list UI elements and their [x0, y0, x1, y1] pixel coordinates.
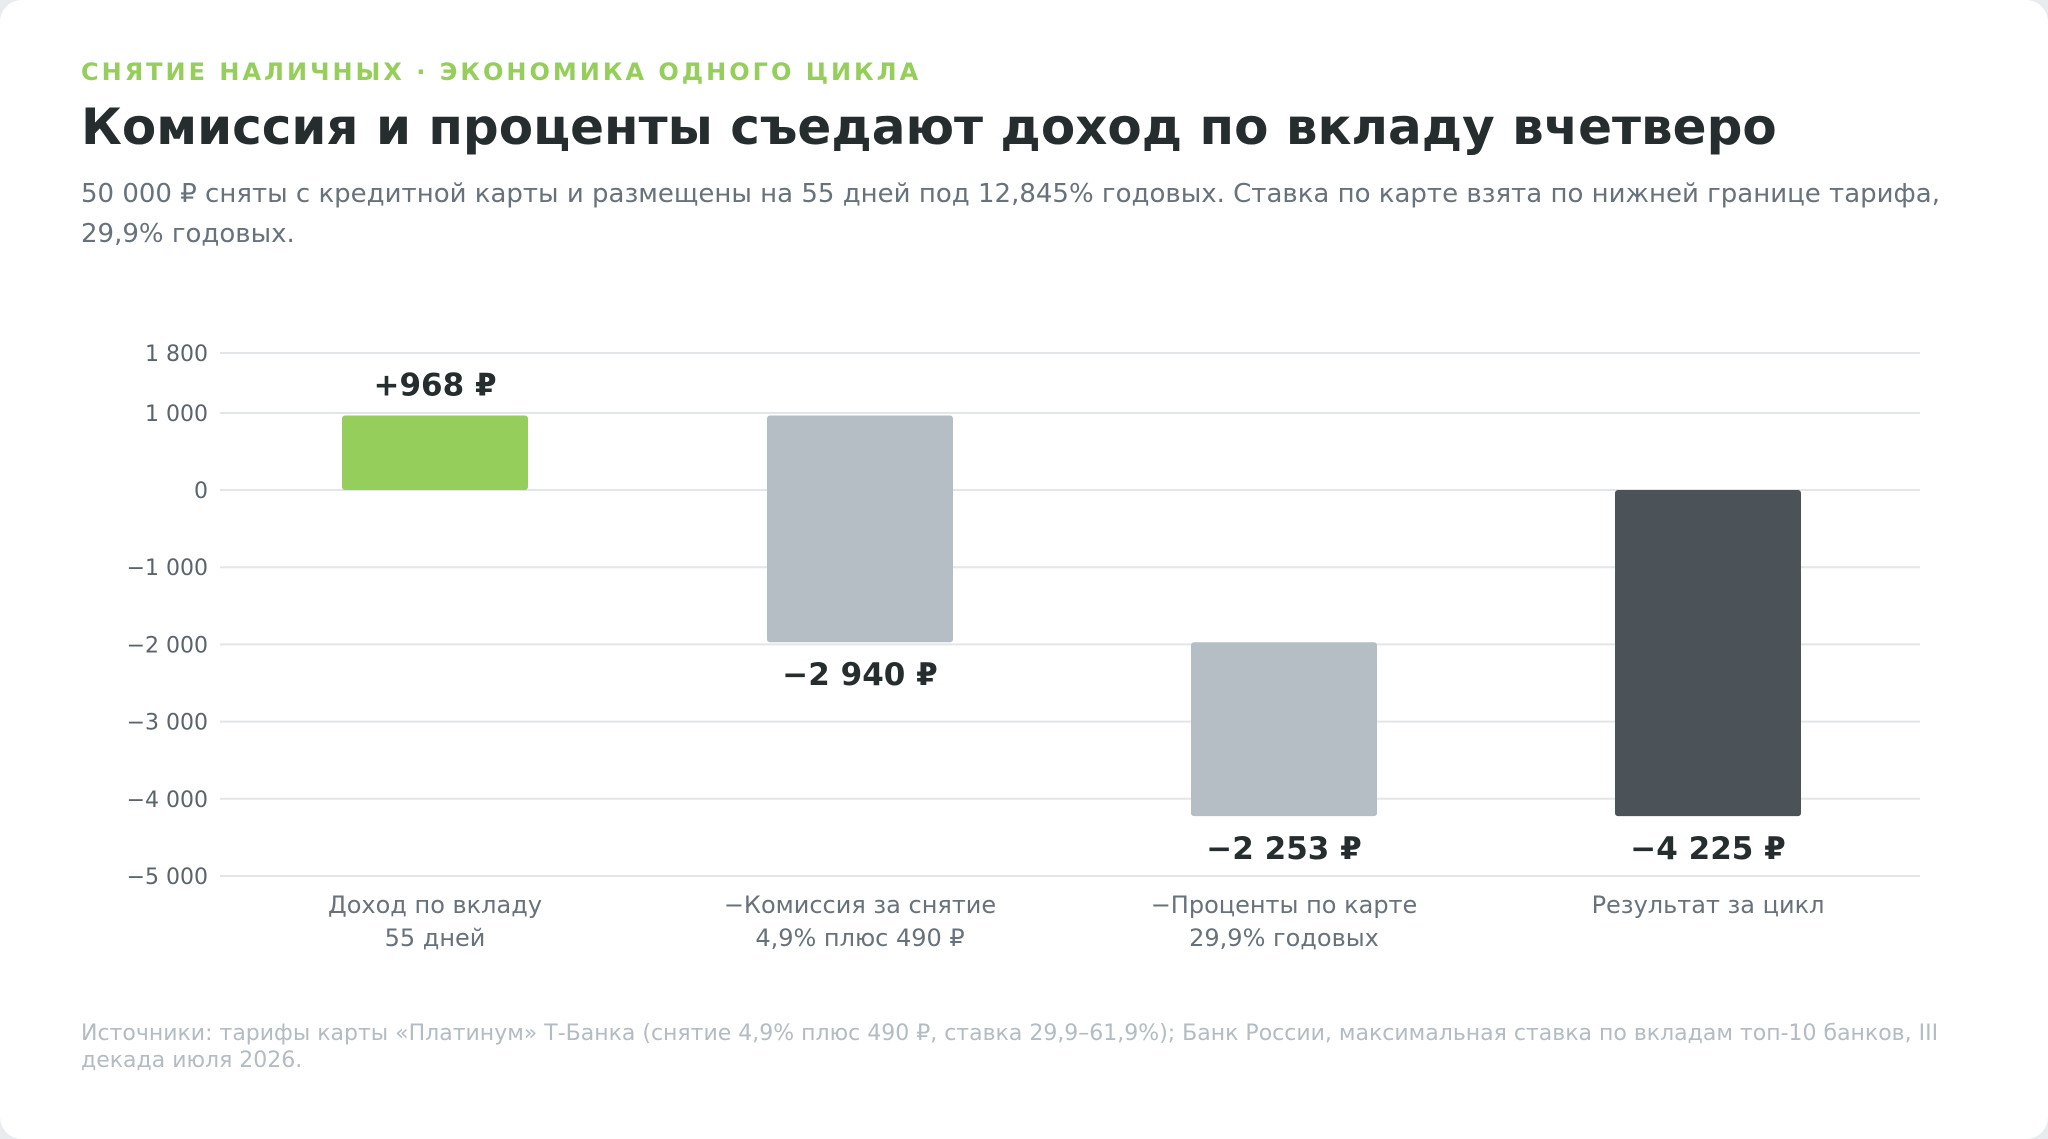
bar-value-label: −2 940 ₽ [782, 657, 937, 693]
y-tick-label: −1 000 [127, 556, 208, 581]
chart-kicker: СНЯТИЕ НАЛИЧНЫХ · ЭКОНОМИКА ОДНОГО ЦИКЛА [81, 58, 922, 86]
y-tick-label: −5 000 [127, 865, 208, 890]
bar-1 [342, 415, 528, 490]
y-tick-label: −2 000 [127, 633, 208, 658]
chart-subtitle: 50 000 ₽ сняты с кредитной карты и разме… [81, 179, 1940, 249]
y-tick-label: −3 000 [127, 711, 208, 736]
category-sublabel: 29,9% годовых [1189, 924, 1379, 952]
y-tick-label: 1 000 [145, 402, 208, 427]
bar-value-label: −2 253 ₽ [1206, 831, 1361, 867]
bar-4 [1615, 490, 1801, 817]
category-label: −Проценты по карте [1151, 891, 1418, 919]
chart-source: Источники: тарифы карты «Платинум» Т-Бан… [81, 1021, 1939, 1073]
bar-2 [767, 415, 953, 643]
y-tick-label: −4 000 [127, 788, 208, 813]
bar-value-label: −4 225 ₽ [1630, 831, 1785, 867]
bar-value-label: +968 ₽ [373, 367, 496, 403]
y-tick-label: 0 [194, 479, 208, 504]
category-label: Результат за цикл [1592, 891, 1825, 919]
category-label: −Комиссия за снятие [724, 891, 996, 919]
category-label: Доход по вкладу [328, 891, 542, 919]
bar-3 [1191, 642, 1377, 817]
y-tick-label: 1 800 [145, 342, 208, 367]
category-sublabel: 4,9% плюс 490 ₽ [755, 924, 964, 952]
chart-title: Комиссия и проценты съедают доход по вкл… [81, 98, 1777, 156]
category-sublabel: 55 дней [385, 924, 486, 952]
